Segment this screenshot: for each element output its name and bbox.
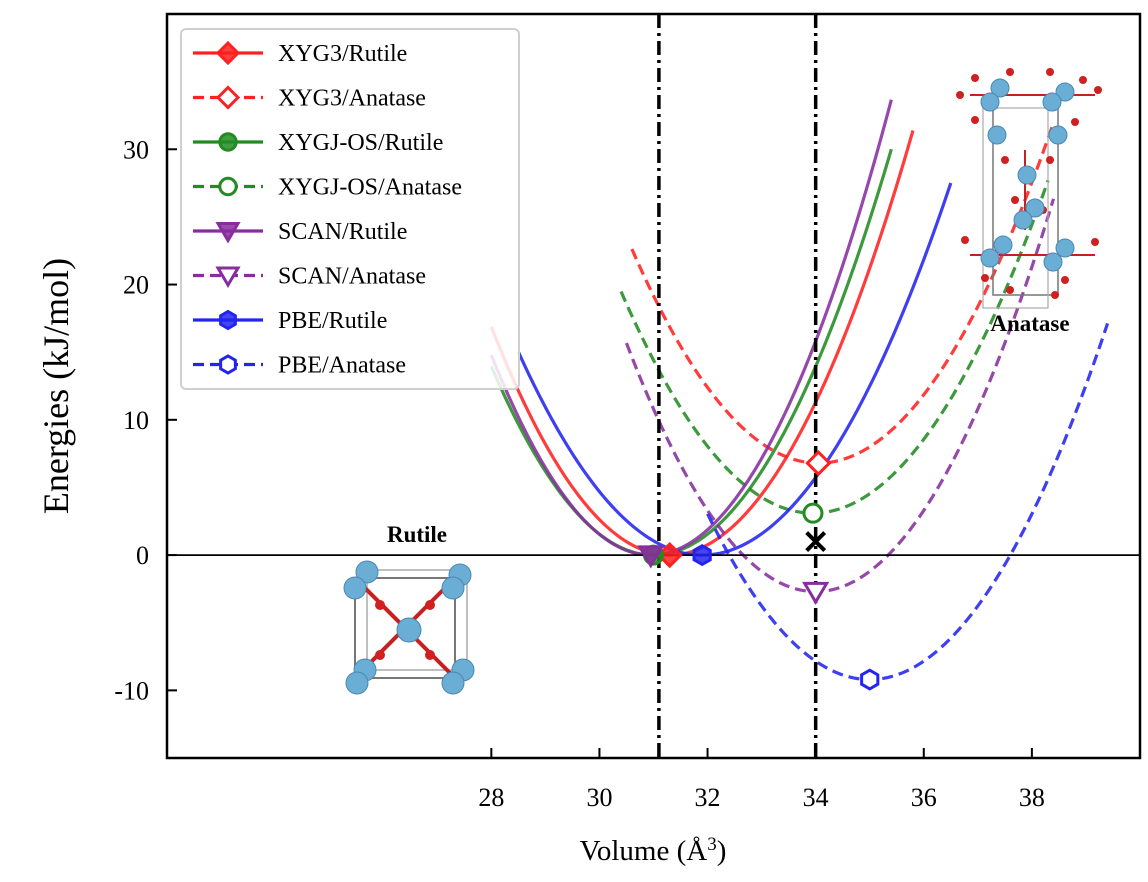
- legend-marker: [218, 176, 238, 197]
- legend-label: XYGJ-OS/Anatase: [278, 175, 462, 201]
- x-tick-label: 34: [803, 783, 829, 812]
- markers-layer: [637, 449, 880, 691]
- legend-label: SCAN/Rutile: [278, 219, 407, 245]
- legend-marker: [219, 354, 237, 375]
- minimum-marker-xyg3-anatase: [805, 449, 832, 477]
- minimum-marker-xygj-os-anatase: [802, 502, 824, 524]
- legend-marker: [215, 266, 241, 288]
- minimum-marker-scan-anatase: [802, 581, 830, 606]
- legend-label: PBE/Anatase: [278, 353, 406, 379]
- series-line-xygj-os-rutile: [489, 148, 893, 557]
- rutile-label: Rutile: [387, 522, 447, 547]
- anatase-crystal-image: [956, 68, 1102, 309]
- legend-marker: [215, 40, 241, 66]
- legend-marker: [218, 132, 238, 152]
- series-line-pbe-rutile: [516, 182, 953, 557]
- legend-box: [180, 28, 520, 390]
- legend-label: XYG3/Anatase: [278, 86, 426, 112]
- ticks-layer: 28 30 32 34 36 38 -10 0 10 20 30: [114, 135, 1045, 812]
- x-axis-title-sup: 3: [707, 834, 717, 855]
- series-line-scan-rutile: [489, 99, 893, 557]
- legend: XYG3/Rutile XYG3/Anatase XYGJ-OS/Rutile XYG…: [180, 28, 520, 390]
- legend-marker: [215, 85, 241, 110]
- cross-marker-stroke: [805, 531, 827, 552]
- legend-marker: [215, 222, 241, 244]
- x-tick-label: 32: [695, 783, 721, 812]
- series-line-xyg3-anatase: [630, 122, 1056, 465]
- anatase-label: Anatase: [990, 311, 1069, 336]
- x-tick-label: 28: [478, 783, 504, 812]
- x-axis-title-close: ): [717, 835, 727, 867]
- y-tick-label: -10: [114, 676, 149, 705]
- x-tick-label: 38: [1019, 783, 1045, 812]
- minimum-marker-scan-rutile: [637, 545, 665, 569]
- rutile-crystal-image: [343, 560, 475, 695]
- y-axis-title: Energies (kJ/mol): [36, 258, 76, 514]
- legend-marker: [219, 309, 237, 331]
- y-tick-label: 20: [123, 271, 149, 300]
- minimum-marker-pbe-rutile: [692, 544, 712, 567]
- y-tick-label: 30: [123, 135, 149, 164]
- series-line-pbe-anatase: [706, 322, 1110, 682]
- y-tick-label: 0: [136, 541, 149, 570]
- series-line-xyg3-rutile: [489, 130, 915, 557]
- legend-label: XYG3/Rutile: [278, 41, 407, 67]
- minimum-marker-pbe-anatase: [860, 668, 880, 691]
- cross-marker: [805, 531, 827, 552]
- curves-layer: [489, 99, 1110, 682]
- x-axis-title-main: Volume (Å: [580, 835, 708, 867]
- x-tick-label: 36: [911, 783, 937, 812]
- x-tick-label: 30: [586, 783, 612, 812]
- plot-frame: [165, 12, 1142, 760]
- legend-label: XYGJ-OS/Rutile: [278, 130, 443, 156]
- series-line-xygj-os-anatase: [619, 179, 1050, 515]
- x-axis-title: Volume (Å3): [580, 834, 727, 868]
- legend-label: SCAN/Anatase: [278, 264, 426, 290]
- legend-label: PBE/Rutile: [278, 308, 387, 334]
- y-tick-label: 10: [123, 406, 149, 435]
